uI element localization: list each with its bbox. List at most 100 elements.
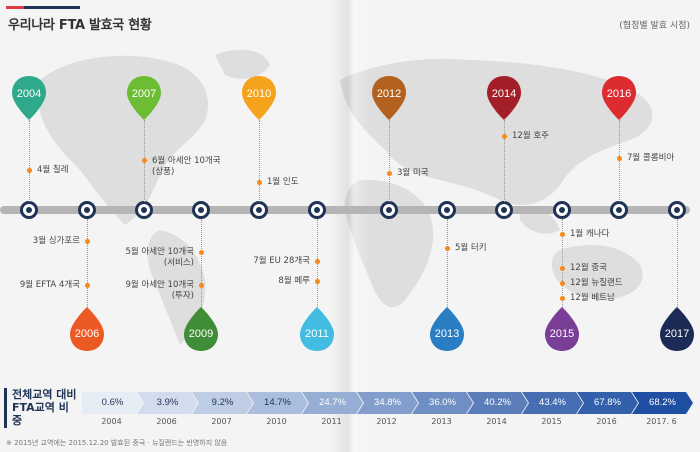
timeline-node	[438, 201, 456, 219]
pin-marker-icon	[70, 307, 104, 351]
event-dot	[445, 246, 450, 251]
pin-year: 2006	[74, 328, 100, 340]
pin-year: 2015	[549, 328, 575, 340]
pin-year: 2017	[664, 328, 690, 340]
timeline-node	[308, 201, 326, 219]
fta-share-value: 40.2%	[484, 397, 511, 408]
timeline-node	[495, 201, 513, 219]
pin-marker-icon	[372, 76, 406, 120]
year-pin: 2013	[429, 305, 465, 353]
fta-share-year: 2007	[211, 417, 232, 426]
event-label: 1월 인도	[267, 177, 299, 187]
fta-share-chevron: 68.2%	[632, 392, 693, 414]
fta-share-chevron: 40.2%	[467, 392, 528, 414]
year-pin: 2006	[69, 305, 105, 353]
fta-share-year: 2016	[596, 417, 617, 426]
event-label: 7월 콜롬비아	[627, 153, 675, 163]
fta-share-year: 2011	[321, 417, 342, 426]
pin-year: 2014	[491, 88, 517, 100]
event-dot	[257, 180, 262, 185]
fta-share-label: 전체교역 대비 FTA교역 비중	[4, 388, 78, 428]
fta-share-chevron: 36.0%	[412, 392, 473, 414]
fta-share-year: 2013	[431, 417, 452, 426]
event-label: 12월 베트남	[570, 293, 615, 303]
event-dot	[560, 266, 565, 271]
pin-marker-icon	[127, 76, 161, 120]
event-label: 6월 아세안 10개국 (상품)	[152, 156, 221, 177]
connector-line	[259, 120, 260, 202]
event-label: 5월 터키	[455, 243, 487, 253]
fta-share-year: 2014	[486, 417, 507, 426]
pin-marker-icon	[487, 76, 521, 120]
fta-share-label-line2: FTA교역 비중	[12, 401, 69, 428]
connector-line	[504, 120, 505, 202]
event-dot	[560, 281, 565, 286]
connector-line	[619, 120, 620, 202]
fta-share-value: 68.2%	[649, 397, 676, 408]
pin-marker-icon	[602, 76, 636, 120]
timeline-node	[135, 201, 153, 219]
fta-share-value: 43.4%	[539, 397, 566, 408]
fta-share-value: 0.6%	[101, 397, 124, 408]
fta-share-label-line1: 전체교역 대비	[12, 388, 77, 401]
event-dot	[85, 239, 90, 244]
event-dot	[199, 250, 204, 255]
event-dot	[315, 259, 320, 264]
connector-line	[201, 219, 202, 311]
fta-share-year: 2017. 6	[646, 417, 677, 426]
event-dot	[387, 171, 392, 176]
pin-marker-icon	[300, 307, 334, 351]
page-title: 우리나라 FTA 발효국 현황	[8, 18, 152, 33]
year-pin: 2016	[601, 74, 637, 122]
connector-line	[87, 219, 88, 309]
event-label: 8월 페루	[278, 276, 310, 286]
connector-line	[562, 219, 563, 311]
fta-share-year: 2015	[541, 417, 562, 426]
pin-year: 2007	[131, 88, 157, 100]
pin-year: 2016	[606, 88, 632, 100]
event-label: 9월 EFTA 4개국	[19, 280, 80, 290]
timeline-node	[192, 201, 210, 219]
year-pin: 2004	[11, 74, 47, 122]
event-label: 3월 미국	[397, 168, 429, 178]
event-label: 12월 중국	[570, 263, 607, 273]
year-pin: 2015	[544, 305, 580, 353]
fta-share-chevron: 67.8%	[577, 392, 638, 414]
pin-year: 2009	[188, 328, 214, 340]
fta-share-value: 9.2%	[211, 397, 234, 408]
timeline-node	[553, 201, 571, 219]
fta-share-chevron: 0.6%	[82, 392, 143, 414]
fta-share-year: 2010	[266, 417, 287, 426]
event-dot	[142, 158, 147, 163]
year-pin: 2014	[486, 74, 522, 122]
page-subtitle: (협정별 발효 시점)	[619, 21, 690, 31]
timeline-node	[610, 201, 628, 219]
pin-marker-icon	[430, 307, 464, 351]
event-dot	[315, 279, 320, 284]
pin-marker-icon	[545, 307, 579, 351]
pin-marker-icon	[184, 307, 218, 351]
event-label: 4월 칠레	[37, 165, 69, 175]
event-label: 7월 EU 28개국	[253, 256, 310, 266]
fta-share-value: 3.9%	[156, 397, 179, 408]
fta-share-chevron: 14.7%	[247, 392, 308, 414]
connector-line	[677, 219, 678, 311]
event-label: 12월 뉴질랜드	[570, 278, 623, 288]
fta-share-chevron: 24.7%	[302, 392, 363, 414]
title-accent	[6, 6, 80, 9]
timeline-bar	[0, 206, 690, 214]
timeline-node	[78, 201, 96, 219]
fta-share-value: 36.0%	[429, 397, 456, 408]
event-dot	[85, 283, 90, 288]
event-dot	[560, 296, 565, 301]
fta-share-value: 14.7%	[264, 397, 291, 408]
year-pin: 2012	[371, 74, 407, 122]
footnote: ※ 2015년 교역에는 2015.12.20 발효된 중국 · 뉴질랜드는 반…	[6, 439, 228, 447]
pin-year: 2004	[16, 88, 42, 100]
pin-year: 2012	[376, 88, 402, 100]
event-label: 12월 호주	[512, 131, 549, 141]
year-pin: 2007	[126, 74, 162, 122]
year-pin: 2010	[241, 74, 277, 122]
